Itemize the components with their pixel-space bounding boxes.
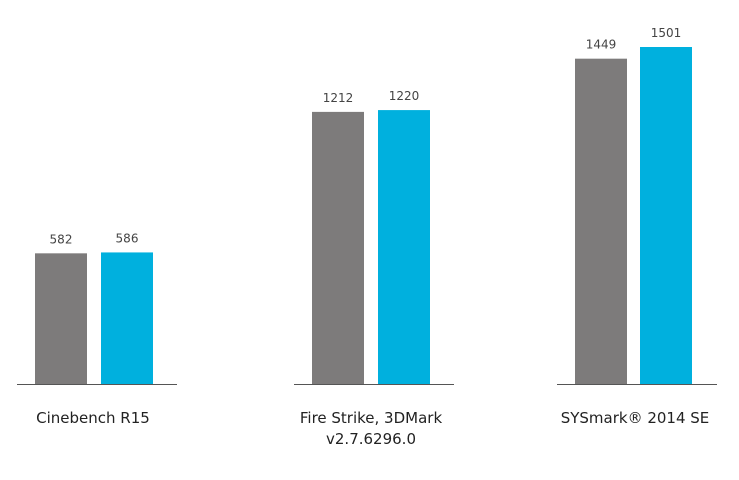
category-label: Cinebench R15 bbox=[36, 409, 150, 427]
bar bbox=[35, 253, 87, 384]
category-label: Fire Strike, 3DMark bbox=[300, 409, 443, 427]
data-label: 582 bbox=[50, 232, 73, 246]
bar bbox=[312, 111, 364, 384]
data-label: 1449 bbox=[586, 38, 617, 52]
bar bbox=[378, 110, 430, 385]
category-label: v2.7.6296.0 bbox=[326, 430, 416, 448]
bar bbox=[640, 47, 692, 384]
data-label: 1220 bbox=[389, 89, 420, 103]
data-label: 1501 bbox=[651, 26, 682, 40]
bar bbox=[575, 58, 627, 384]
category-label: SYSmark® 2014 SE bbox=[561, 409, 710, 427]
bar bbox=[101, 252, 153, 384]
data-label: 1212 bbox=[323, 91, 354, 105]
data-label: 586 bbox=[116, 231, 139, 245]
